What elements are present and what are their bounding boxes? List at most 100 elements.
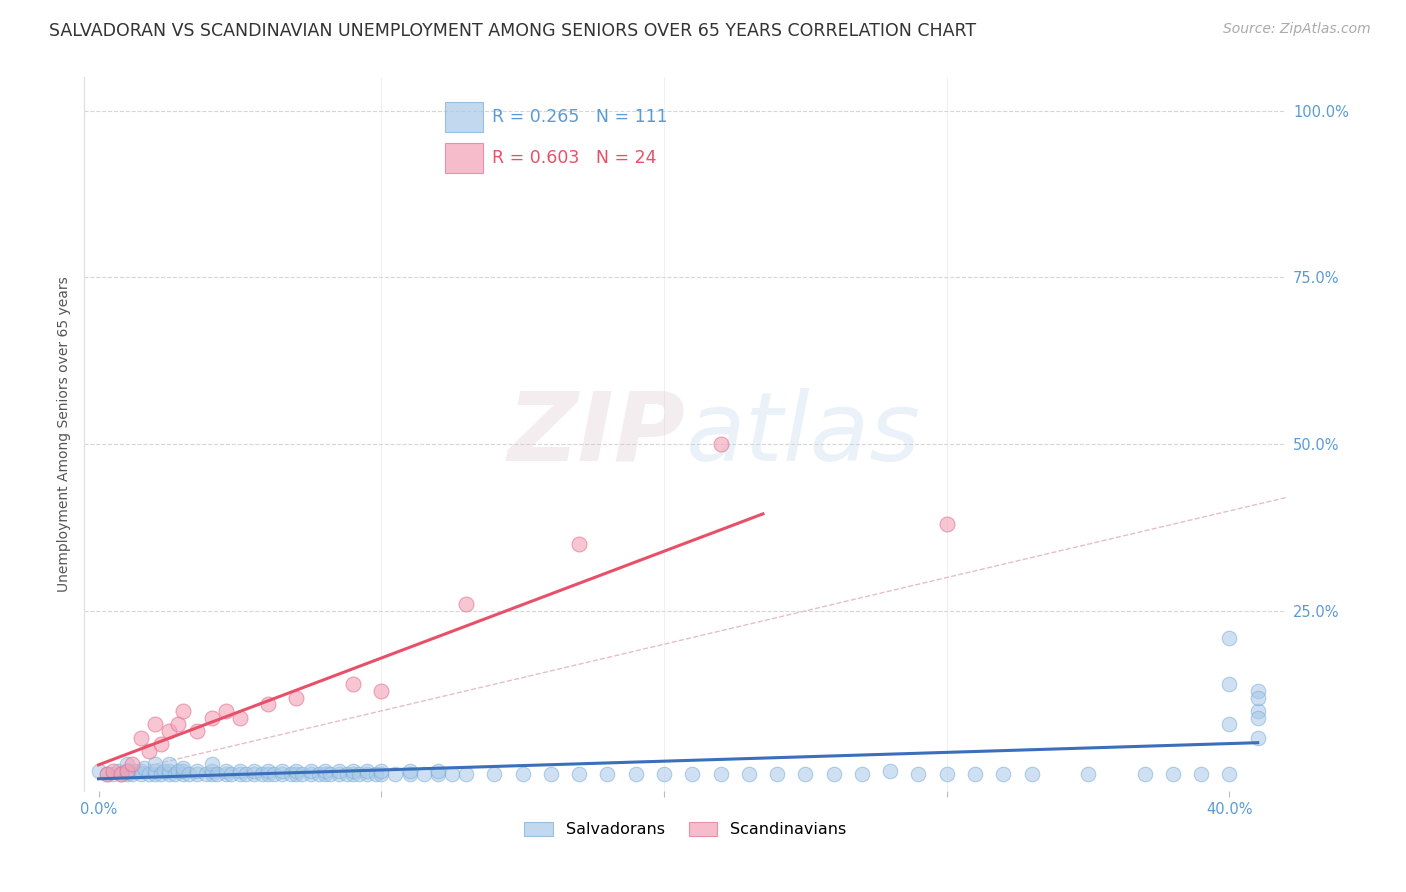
Point <box>342 767 364 781</box>
Point <box>440 767 463 781</box>
Point <box>138 767 160 781</box>
Point <box>412 767 434 781</box>
Point <box>624 767 647 781</box>
Point <box>121 757 143 772</box>
Point <box>129 764 152 778</box>
Point <box>201 757 224 772</box>
Point <box>336 767 359 781</box>
Point <box>101 767 124 781</box>
Point <box>201 710 224 724</box>
Point <box>484 767 506 781</box>
Point <box>215 767 238 781</box>
Point <box>851 767 873 781</box>
Point <box>299 767 322 781</box>
Point <box>207 767 229 781</box>
Point <box>314 767 336 781</box>
Point <box>738 767 761 781</box>
Text: atlas: atlas <box>685 388 920 481</box>
Point <box>129 731 152 745</box>
Point <box>299 764 322 778</box>
Point <box>87 764 110 778</box>
Point <box>681 767 703 781</box>
Point <box>766 767 789 781</box>
Point <box>157 757 180 772</box>
Point <box>229 764 252 778</box>
Point <box>879 764 901 778</box>
Point <box>215 704 238 718</box>
Point <box>709 767 731 781</box>
Point <box>186 764 208 778</box>
Point <box>1161 767 1184 781</box>
Point <box>935 517 957 532</box>
Point <box>201 767 224 781</box>
Text: SALVADORAN VS SCANDINAVIAN UNEMPLOYMENT AMONG SENIORS OVER 65 YEARS CORRELATION : SALVADORAN VS SCANDINAVIAN UNEMPLOYMENT … <box>49 22 976 40</box>
Point <box>1247 731 1270 745</box>
Point <box>291 767 314 781</box>
Point <box>194 767 217 781</box>
Point <box>935 767 957 781</box>
Point <box>454 767 477 781</box>
Point <box>201 764 224 778</box>
Point <box>110 767 132 781</box>
Point <box>364 767 387 781</box>
Point <box>1218 767 1240 781</box>
Point <box>166 764 188 778</box>
Point <box>107 764 129 778</box>
Point <box>243 764 266 778</box>
Point <box>398 764 420 778</box>
Point <box>163 767 186 781</box>
Point <box>96 767 118 781</box>
Point <box>221 767 243 781</box>
Point <box>398 767 420 781</box>
Point <box>568 767 591 781</box>
Point <box>652 767 675 781</box>
Point <box>229 710 252 724</box>
Point <box>143 757 166 772</box>
Point <box>172 761 194 775</box>
Point <box>149 737 172 751</box>
Point <box>1077 767 1099 781</box>
Point <box>794 767 817 781</box>
Point <box>115 764 138 778</box>
Point <box>426 764 449 778</box>
Point <box>257 767 280 781</box>
Point <box>157 764 180 778</box>
Point <box>115 764 138 778</box>
Point <box>823 767 845 781</box>
Point <box>370 684 392 698</box>
Point <box>263 767 285 781</box>
Point <box>1218 631 1240 645</box>
Point <box>172 764 194 778</box>
Point <box>1189 767 1212 781</box>
Point <box>596 767 619 781</box>
Point <box>96 767 118 781</box>
Point <box>454 597 477 611</box>
Point <box>132 761 155 775</box>
Point <box>1133 767 1156 781</box>
Point <box>314 764 336 778</box>
Point <box>540 767 562 781</box>
Point <box>347 767 370 781</box>
Legend: Salvadorans, Scandinavians: Salvadorans, Scandinavians <box>517 815 852 844</box>
Point <box>115 757 138 772</box>
Text: Source: ZipAtlas.com: Source: ZipAtlas.com <box>1223 22 1371 37</box>
Point <box>426 767 449 781</box>
Point <box>370 767 392 781</box>
Point <box>121 767 143 781</box>
Point <box>342 677 364 691</box>
Point <box>229 767 252 781</box>
Point <box>271 764 294 778</box>
Point <box>1247 704 1270 718</box>
Point <box>1247 690 1270 705</box>
Point <box>257 764 280 778</box>
Point <box>280 767 302 781</box>
Point <box>149 767 172 781</box>
Point <box>384 767 406 781</box>
Point <box>257 698 280 712</box>
Point <box>356 767 378 781</box>
Point <box>963 767 986 781</box>
Point <box>172 704 194 718</box>
Point <box>328 767 350 781</box>
Point <box>186 723 208 738</box>
Point <box>1021 767 1043 781</box>
